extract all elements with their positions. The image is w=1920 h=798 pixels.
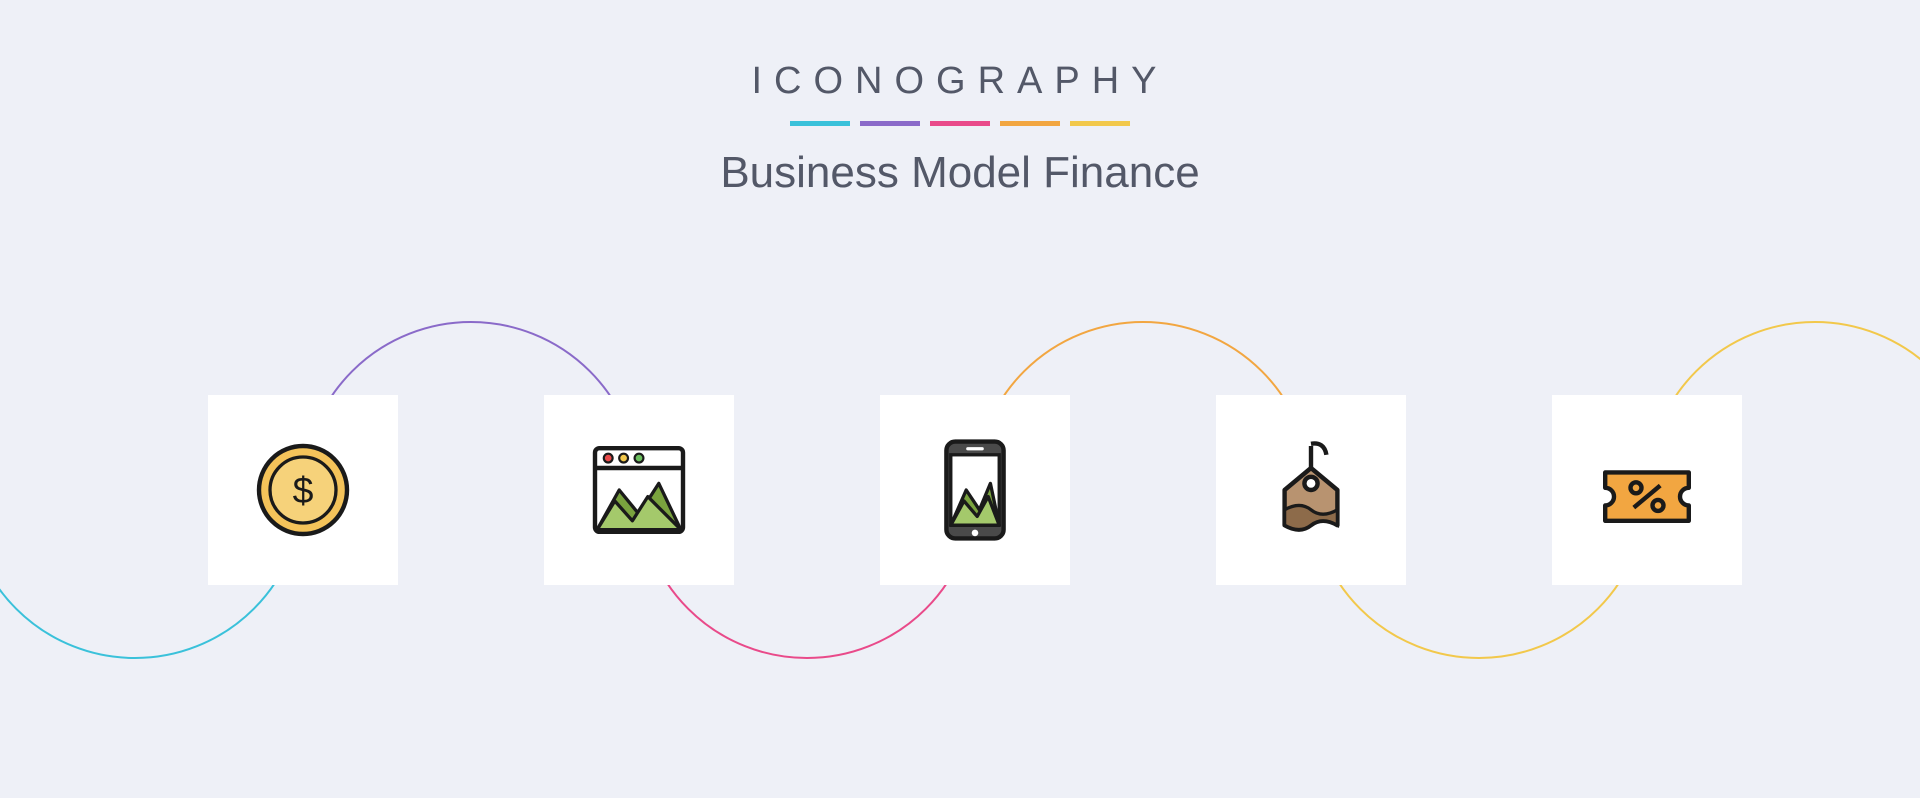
price-tag-icon bbox=[1216, 395, 1406, 585]
color-seg-1 bbox=[790, 121, 850, 126]
color-bar bbox=[0, 121, 1920, 126]
icon-stage: $ bbox=[0, 250, 1920, 730]
svg-text:$: $ bbox=[293, 469, 314, 511]
subtitle: Business Model Finance bbox=[0, 148, 1920, 198]
color-seg-4 bbox=[1000, 121, 1060, 126]
color-seg-5 bbox=[1070, 121, 1130, 126]
brand-title: ICONOGRAPHY bbox=[0, 60, 1920, 103]
color-seg-2 bbox=[860, 121, 920, 126]
discount-coupon-icon bbox=[1552, 395, 1742, 585]
dollar-coin-icon: $ bbox=[208, 395, 398, 585]
color-seg-3 bbox=[930, 121, 990, 126]
mobile-chart-icon bbox=[880, 395, 1070, 585]
browser-chart-icon bbox=[544, 395, 734, 585]
header: ICONOGRAPHY Business Model Finance bbox=[0, 0, 1920, 198]
